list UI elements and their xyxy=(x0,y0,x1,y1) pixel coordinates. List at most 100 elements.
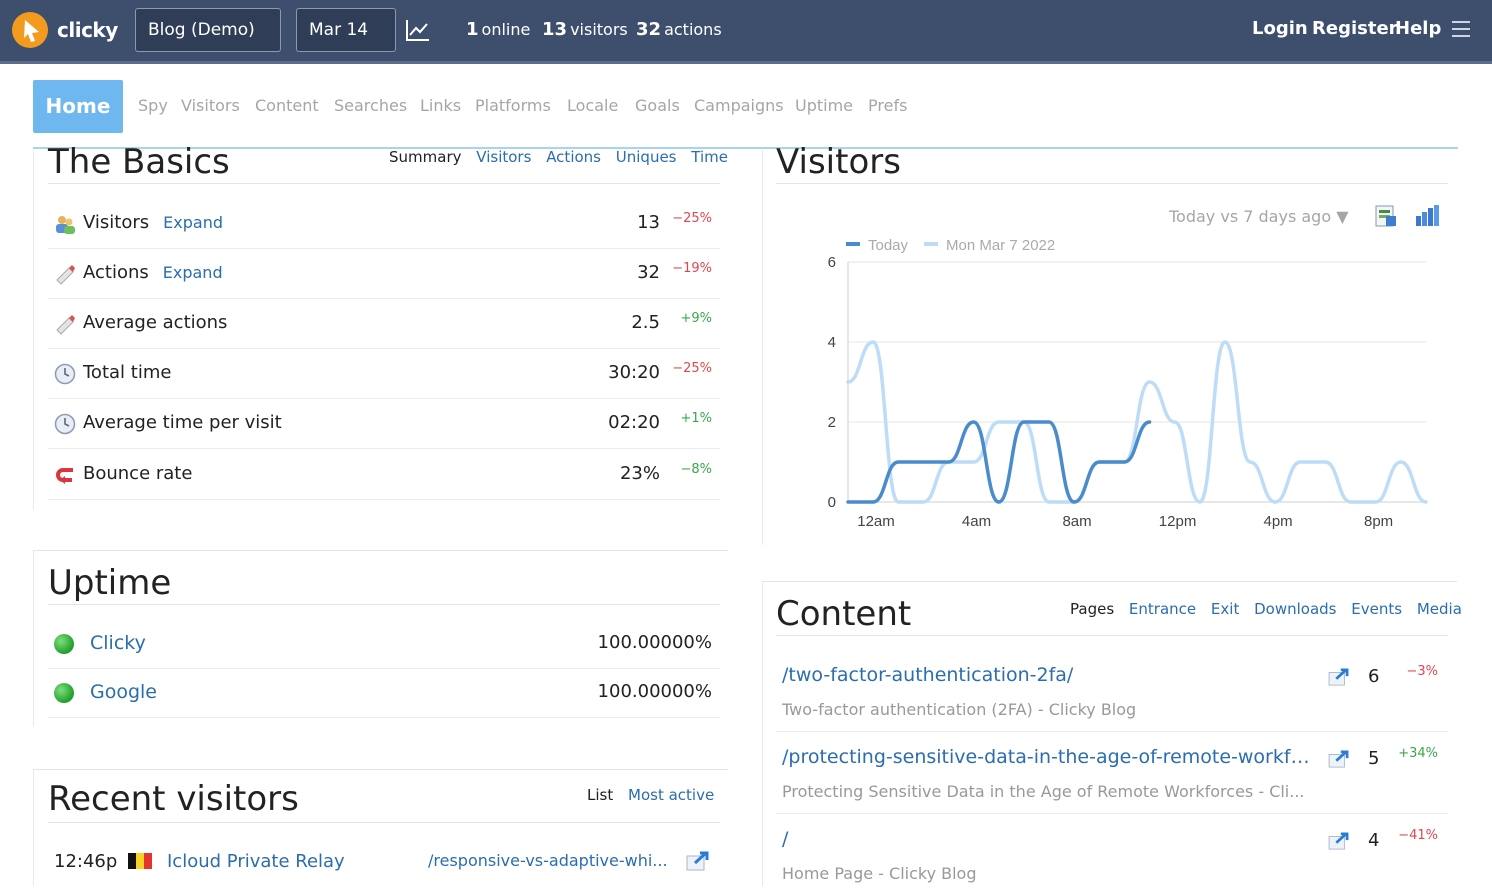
online-count[interactable]: 1 online xyxy=(466,19,531,40)
x-tick-label: 8am xyxy=(1062,513,1091,530)
clicky-logo-icon[interactable] xyxy=(12,12,48,48)
legend-swatch xyxy=(846,242,860,246)
tab-uptime[interactable]: Uptime xyxy=(795,96,854,115)
divider xyxy=(48,183,720,184)
external-link-icon[interactable] xyxy=(1328,832,1350,850)
tab-most-active[interactable]: Most active xyxy=(628,786,715,804)
tab-home[interactable]: Home xyxy=(33,80,123,133)
average-actions-label: Average actions xyxy=(83,312,228,333)
page-count: 6 xyxy=(1368,666,1380,687)
average-time-label: Average time per visit xyxy=(83,412,282,433)
x-tick-label: 12am xyxy=(857,513,895,530)
uptime-site-link[interactable]: Google xyxy=(90,681,158,703)
tab-basics-actions[interactable]: Actions xyxy=(546,148,601,166)
visitors-label: Visitors xyxy=(83,212,150,233)
series-line xyxy=(846,420,1152,504)
page-change: −3% xyxy=(1406,664,1438,679)
tab-visitors[interactable]: Visitors xyxy=(181,96,240,115)
export-spreadsheet-icon[interactable] xyxy=(1374,204,1398,228)
tab-exit[interactable]: Exit xyxy=(1210,600,1240,618)
tab-goals[interactable]: Goals xyxy=(635,96,680,115)
visitors-count[interactable]: 13 visitors xyxy=(542,19,628,40)
uptime-title: Uptime xyxy=(48,563,172,603)
visitor-org-link[interactable]: Icloud Private Relay xyxy=(167,851,345,872)
y-tick-label: 4 xyxy=(828,334,836,351)
external-link-icon[interactable] xyxy=(1328,750,1350,768)
total-time-value: 30:20 xyxy=(608,362,660,383)
tab-basics-uniques[interactable]: Uniques xyxy=(615,148,677,166)
tab-basics-visitors[interactable]: Visitors xyxy=(476,148,532,166)
tab-events[interactable]: Events xyxy=(1351,600,1403,618)
logo-text[interactable]: clicky xyxy=(57,18,118,42)
content-row: / Home Page - Clicky Blog 4 −41% xyxy=(776,814,1448,896)
trend-graph-icon[interactable] xyxy=(405,18,431,42)
page-change: −41% xyxy=(1398,828,1438,843)
nav-divider xyxy=(33,147,1458,149)
basics-row-actions: Actions Expand 32 −19% xyxy=(48,249,720,299)
legend-swatch xyxy=(924,242,938,246)
tab-media[interactable]: Media xyxy=(1416,600,1462,618)
tab-prefs[interactable]: Prefs xyxy=(868,96,908,115)
tab-searches[interactable]: Searches xyxy=(334,96,408,115)
external-link-icon[interactable] xyxy=(1328,668,1350,686)
tab-spy[interactable]: Spy xyxy=(138,96,168,115)
page-count: 4 xyxy=(1368,830,1380,851)
content-row: /two-factor-authentication-2fa/ Two-fact… xyxy=(776,650,1448,732)
visitors-chart-title: Visitors xyxy=(776,142,901,182)
actions-expand-link[interactable]: Expand xyxy=(162,263,223,282)
uptime-percent: 100.00000% xyxy=(597,681,712,702)
visitors-line-chart: 0 2 4 6 12am 4am 8am 12pm 4pm 8pm Today Mon Mar 7 2… xyxy=(828,237,1428,530)
tab-pages[interactable]: Pages xyxy=(1070,600,1115,618)
actions-change: −19% xyxy=(672,261,712,276)
site-selector[interactable]: Blog (Demo) ▼ xyxy=(135,8,281,82)
date-selector[interactable]: Mar 14 ▼ xyxy=(296,8,396,82)
compare-selector[interactable]: Today vs 7 days ago ▼ xyxy=(1169,207,1349,226)
recent-visitor-row[interactable]: 12:46p Icloud Private Relay /responsive-… xyxy=(48,838,720,882)
actions-count[interactable]: 32 actions xyxy=(636,19,722,40)
tab-list[interactable]: List xyxy=(587,786,614,804)
visitors-expand-link[interactable]: Expand xyxy=(163,213,223,232)
bar-chart-icon[interactable] xyxy=(1414,204,1440,228)
register-link[interactable]: Register xyxy=(1312,18,1398,39)
divider xyxy=(776,183,1448,184)
legend-label: Mon Mar 7 2022 xyxy=(946,237,1055,254)
page-path-link[interactable]: / xyxy=(782,828,789,850)
page-path-link[interactable]: /two-factor-authentication-2fa/ xyxy=(782,664,1074,686)
visitor-page-link[interactable]: /responsive-vs-adaptive-whi... xyxy=(428,851,668,870)
clock-icon xyxy=(54,413,76,435)
divider xyxy=(33,769,728,770)
actions-icon xyxy=(56,265,75,285)
status-up-icon xyxy=(54,634,74,654)
top-bar: clicky Blog (Demo) ▼ Mar 14 ▼ 1 online 13… xyxy=(0,0,1492,82)
external-link-icon[interactable] xyxy=(686,851,710,871)
y-tick-label: 0 xyxy=(828,494,836,511)
panel-border xyxy=(762,150,763,545)
tab-entrance[interactable]: Entrance xyxy=(1128,600,1197,618)
content-title: Content xyxy=(776,594,912,634)
tab-basics-time[interactable]: Time xyxy=(691,148,728,166)
tab-campaigns[interactable]: Campaigns xyxy=(694,96,784,115)
uptime-site-link[interactable]: Clicky xyxy=(90,632,146,654)
tab-locale[interactable]: Locale xyxy=(567,96,619,115)
tab-links[interactable]: Links xyxy=(420,96,462,115)
hamburger-menu-icon[interactable] xyxy=(1452,21,1470,42)
status-up-icon xyxy=(54,683,74,703)
basics-row-average-time: Average time per visit 02:20 +1% xyxy=(48,399,720,449)
tab-content[interactable]: Content xyxy=(255,96,319,115)
tab-summary[interactable]: Summary xyxy=(389,148,462,166)
content-tabs: Pages Entrance Exit Downloads Events Med… xyxy=(1060,600,1462,618)
x-tick-label: 4pm xyxy=(1263,513,1292,530)
basics-row-visitors: Visitors Expand 13 −25% xyxy=(48,199,720,249)
divider xyxy=(776,635,1448,636)
divider xyxy=(33,550,728,551)
tab-platforms[interactable]: Platforms xyxy=(475,96,551,115)
basics-title: The Basics xyxy=(48,142,230,182)
tab-downloads[interactable]: Downloads xyxy=(1254,600,1337,618)
page-path-link[interactable]: /protecting-sensitive-data-in-the-age-of… xyxy=(782,746,1312,768)
bounce-rate-value: 23% xyxy=(619,463,660,484)
visitors-value: 13 xyxy=(637,212,660,233)
help-link[interactable]: Help xyxy=(1395,18,1442,39)
bounce-icon xyxy=(56,468,73,484)
login-link[interactable]: Login xyxy=(1252,18,1308,39)
total-time-change: −25% xyxy=(672,361,712,376)
